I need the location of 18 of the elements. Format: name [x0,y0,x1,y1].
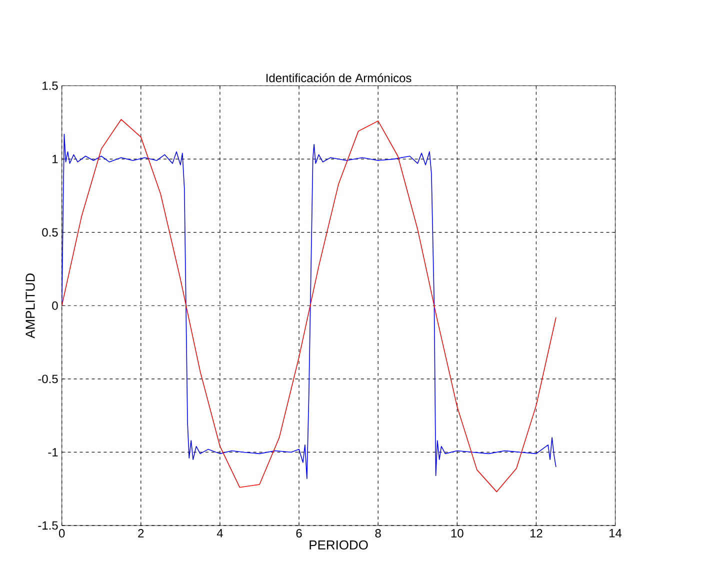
y-tick-label: 0 [52,301,58,310]
y-tick-label: -1 [48,448,58,456]
x-tick-label: 4 [216,528,223,538]
x-tick-label: 10 [451,528,464,538]
chart-title: Identificación de Armónicos [266,73,412,82]
x-tick-label: 14 [610,528,622,538]
y-tick-label: 0.5 [42,228,58,236]
x-tick-label: 0 [58,528,65,538]
y-tick-label: -1.5 [38,521,58,530]
y-axis-title: AMPLITUD [26,273,35,338]
x-tick-label: 12 [530,528,542,538]
x-tick-label: 8 [375,528,381,538]
y-tick-label: 1.5 [42,81,58,90]
y-tick-label: -0.5 [38,374,58,383]
x-tick-label: 2 [138,528,144,538]
x-tick-label: 6 [296,528,302,538]
y-tick-label: 1 [52,154,58,163]
x-axis-title: PERIODO [310,540,368,550]
